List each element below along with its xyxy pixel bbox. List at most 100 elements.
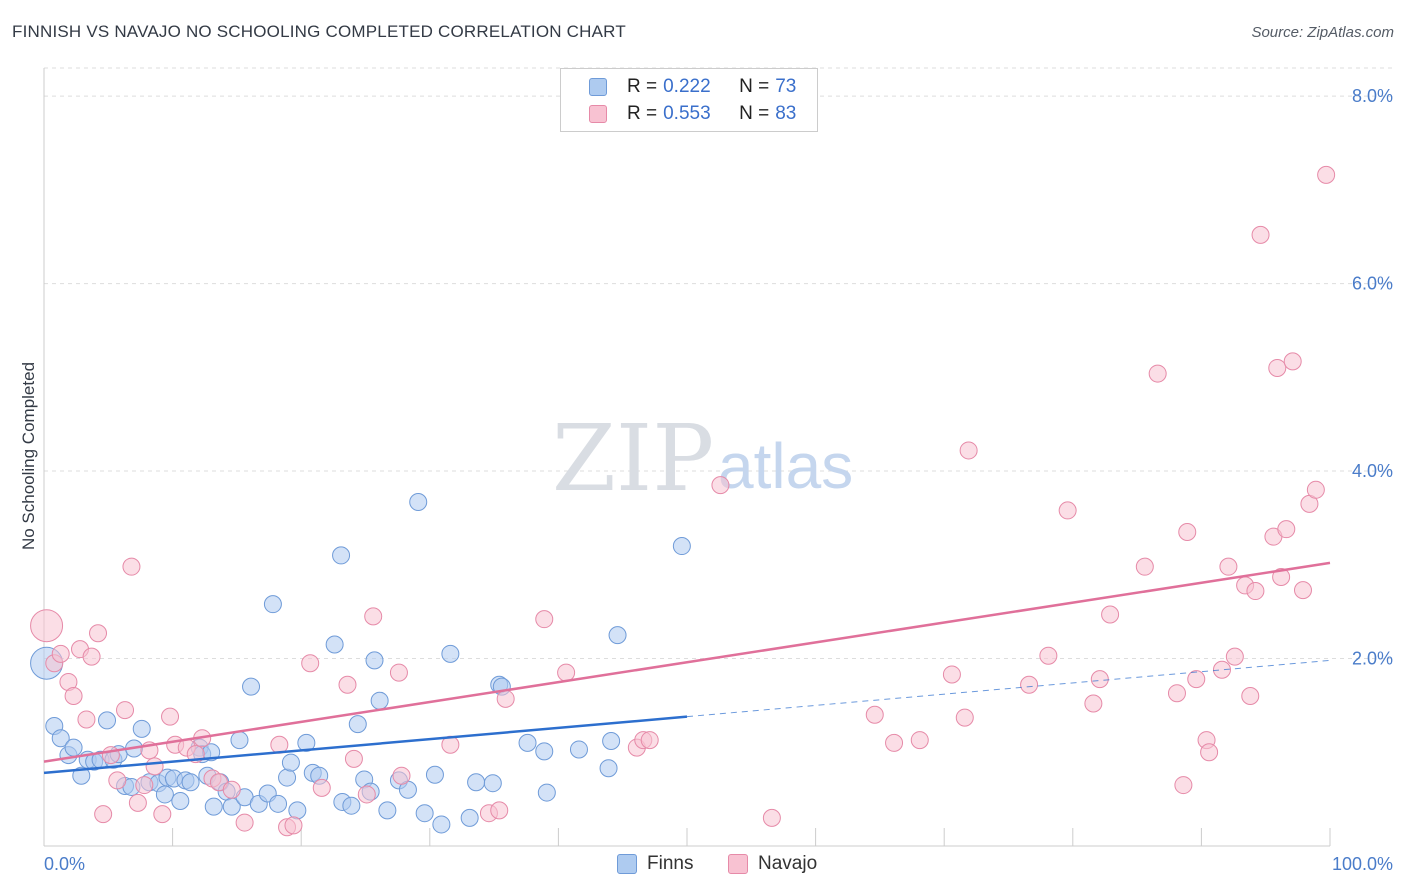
navajo-point bbox=[1277, 520, 1296, 539]
chart-title: FINNISH VS NAVAJO NO SCHOOLING COMPLETED… bbox=[12, 22, 626, 41]
legend-n-label: N = bbox=[739, 103, 770, 124]
finns-point bbox=[425, 765, 444, 784]
legend-r-label: R = bbox=[627, 76, 658, 97]
navajo-point bbox=[1135, 557, 1154, 576]
finns-trend-line bbox=[43, 715, 688, 775]
navajo-point bbox=[284, 816, 303, 835]
navajo-point bbox=[108, 771, 127, 790]
finns-point bbox=[672, 537, 691, 556]
finns-point bbox=[242, 677, 261, 696]
legend-r-value-navajo: 0.553 bbox=[663, 103, 711, 124]
navajo-point bbox=[1268, 358, 1287, 377]
navajo-point bbox=[1187, 670, 1206, 689]
navajo-point bbox=[1178, 522, 1197, 541]
navajo-point bbox=[77, 710, 96, 729]
navajo-point bbox=[1084, 694, 1103, 713]
finns-point bbox=[378, 801, 397, 820]
navajo-point bbox=[94, 805, 113, 824]
navajo-point bbox=[535, 610, 554, 629]
finns-trend-extension bbox=[686, 659, 1331, 718]
finns-point bbox=[602, 732, 621, 751]
navajo-point bbox=[1272, 567, 1291, 586]
grid-layer bbox=[44, 67, 1392, 660]
legend-r-label: R = bbox=[627, 103, 658, 124]
navajo-point bbox=[89, 624, 108, 643]
y-tick-label: 8.0% bbox=[1352, 86, 1393, 106]
navajo-point bbox=[344, 749, 363, 768]
navajo-point bbox=[338, 675, 357, 694]
finns-point bbox=[281, 753, 300, 772]
navajo-point bbox=[942, 665, 961, 684]
navajo-point bbox=[910, 731, 929, 750]
bottom-legend-navajo: Navajo bbox=[728, 852, 817, 876]
watermark-atlas: atlas bbox=[718, 430, 853, 502]
navajo-point bbox=[82, 647, 101, 666]
finns-point bbox=[432, 815, 451, 834]
finns-point bbox=[608, 626, 627, 645]
navajo-point bbox=[301, 654, 320, 673]
navajo-point bbox=[885, 733, 904, 752]
bottom-legend-label-navajo: Navajo bbox=[758, 853, 818, 874]
finns-point bbox=[171, 792, 190, 811]
navajo-point bbox=[364, 607, 383, 626]
finns-point bbox=[51, 729, 70, 748]
navajo-point bbox=[51, 644, 70, 663]
y-axis-label: No Schooling Completed bbox=[19, 362, 38, 550]
legend: R = 0.222 N = 73 R = 0.553 N = 83 bbox=[560, 68, 818, 132]
finns-point bbox=[64, 738, 83, 757]
navajo-point bbox=[1167, 684, 1186, 703]
finns-point bbox=[415, 804, 434, 823]
finns-point bbox=[297, 733, 316, 752]
bottom-legend-label-finns: Finns bbox=[647, 853, 694, 874]
navajo-point bbox=[865, 705, 884, 724]
navajo-point bbox=[1283, 352, 1302, 371]
navajo-point bbox=[1174, 776, 1193, 795]
finns-point bbox=[98, 711, 117, 730]
trend-layer bbox=[43, 561, 1331, 775]
x-tick-label: 0.0% bbox=[44, 854, 85, 874]
legend-row-finns: R = 0.222 N = 73 bbox=[561, 74, 796, 100]
navajo-point bbox=[1212, 660, 1231, 679]
x-tick-label: 100.0% bbox=[1332, 854, 1393, 874]
finns-point bbox=[599, 759, 618, 778]
navajo-point bbox=[1293, 581, 1312, 600]
navajo-point bbox=[557, 663, 576, 682]
finns-point bbox=[278, 768, 297, 787]
watermark: ZIP atlas bbox=[552, 405, 853, 512]
navajo-point bbox=[1317, 165, 1336, 184]
y-tick-label: 2.0% bbox=[1352, 649, 1393, 669]
finns-point bbox=[467, 773, 486, 792]
navajo-point bbox=[30, 609, 64, 643]
finns-point bbox=[230, 731, 249, 750]
navajo-point bbox=[116, 701, 135, 720]
navajo-point bbox=[959, 441, 978, 460]
finns-point bbox=[441, 644, 460, 663]
finns-point bbox=[204, 797, 223, 816]
navajo-point bbox=[496, 689, 515, 708]
navajo-point bbox=[389, 663, 408, 682]
finns-point bbox=[288, 801, 307, 820]
navajo-point bbox=[312, 778, 331, 797]
legend-r-value-finns: 0.222 bbox=[663, 76, 711, 97]
watermark-zip: ZIP bbox=[552, 405, 714, 512]
navajo-point bbox=[64, 687, 83, 706]
navajo-point bbox=[955, 708, 974, 727]
navajo-point bbox=[1020, 675, 1039, 694]
navajo-point bbox=[1306, 480, 1325, 499]
chart-source: Source: ZipAtlas.com bbox=[1251, 24, 1394, 41]
finns-point bbox=[569, 740, 588, 759]
finns-point bbox=[370, 691, 389, 710]
navajo-point bbox=[161, 707, 180, 726]
navajo-point bbox=[1219, 557, 1238, 576]
finns-point bbox=[263, 595, 282, 614]
legend-n-value-navajo: 83 bbox=[775, 103, 797, 124]
finns-point bbox=[72, 766, 91, 785]
navajo-point bbox=[1101, 605, 1120, 624]
navajo-point bbox=[1241, 687, 1260, 706]
navajo-point bbox=[128, 793, 147, 812]
navajo-point bbox=[1225, 647, 1244, 666]
navajo-point bbox=[711, 476, 730, 495]
y-tick-label: 4.0% bbox=[1352, 461, 1393, 481]
finns-point bbox=[269, 794, 288, 813]
